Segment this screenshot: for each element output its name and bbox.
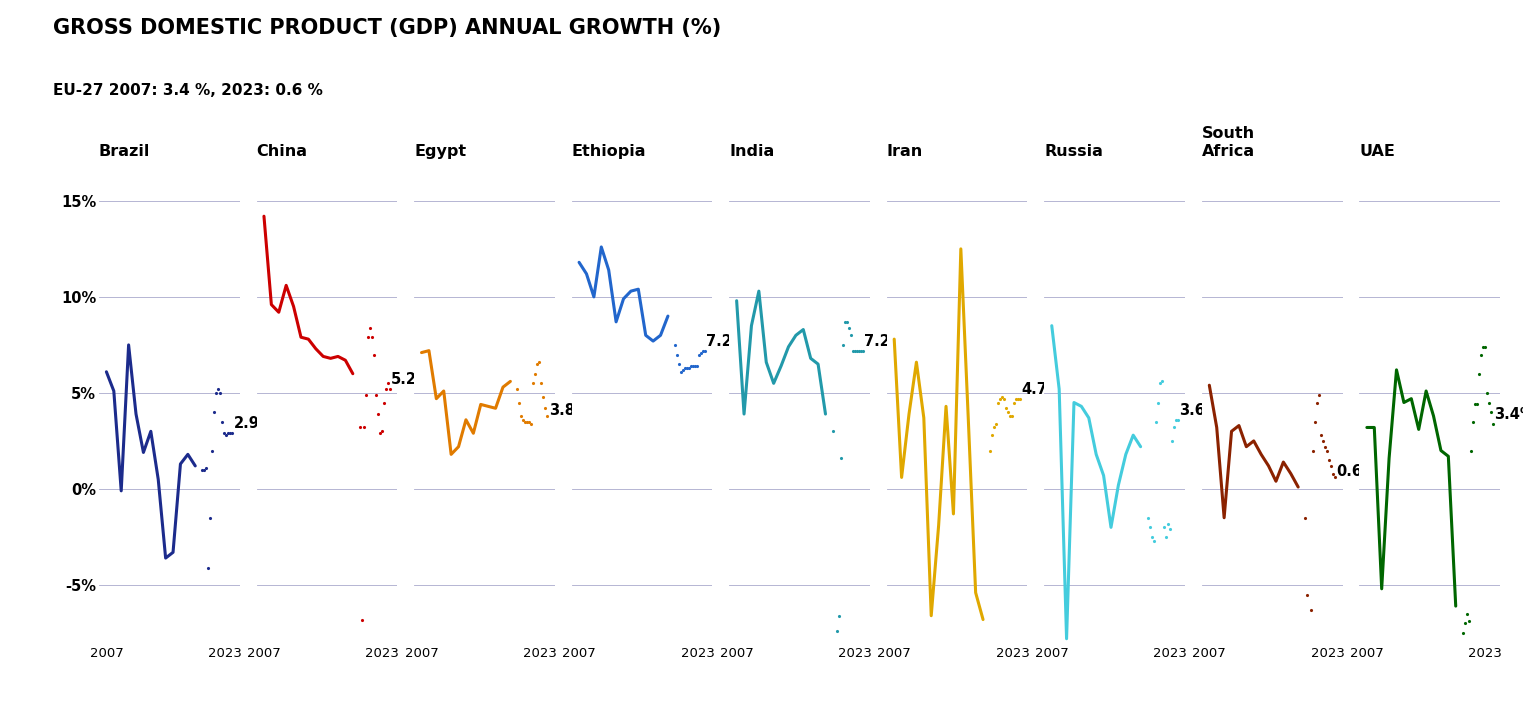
Text: 4.7%: 4.7%	[1022, 381, 1062, 396]
Text: GROSS DOMESTIC PRODUCT (GDP) ANNUAL GROWTH (%): GROSS DOMESTIC PRODUCT (GDP) ANNUAL GROW…	[53, 18, 722, 38]
Text: Ethiopia: Ethiopia	[571, 144, 646, 159]
Text: South
Africa: South Africa	[1202, 126, 1255, 159]
Text: Iran: Iran	[886, 144, 923, 159]
Text: Brazil: Brazil	[99, 144, 151, 159]
Text: UAE: UAE	[1360, 144, 1395, 159]
Text: 7.2%: 7.2%	[707, 334, 748, 349]
Text: 7.2%: 7.2%	[864, 334, 905, 349]
Text: Russia: Russia	[1045, 144, 1103, 159]
Text: 0.6%: 0.6%	[1337, 464, 1377, 479]
Text: China: China	[256, 144, 308, 159]
Text: India: India	[730, 144, 775, 159]
Text: 2.9%: 2.9%	[233, 416, 274, 431]
Text: 3.8%: 3.8%	[548, 403, 589, 418]
Text: EU-27 2007: 3.4 %, 2023: 0.6 %: EU-27 2007: 3.4 %, 2023: 0.6 %	[53, 83, 323, 98]
Text: 3.4%: 3.4%	[1494, 406, 1523, 422]
Text: 3.6%: 3.6%	[1179, 403, 1220, 418]
Text: 5.2%: 5.2%	[391, 372, 433, 387]
Text: Egypt: Egypt	[414, 144, 466, 159]
